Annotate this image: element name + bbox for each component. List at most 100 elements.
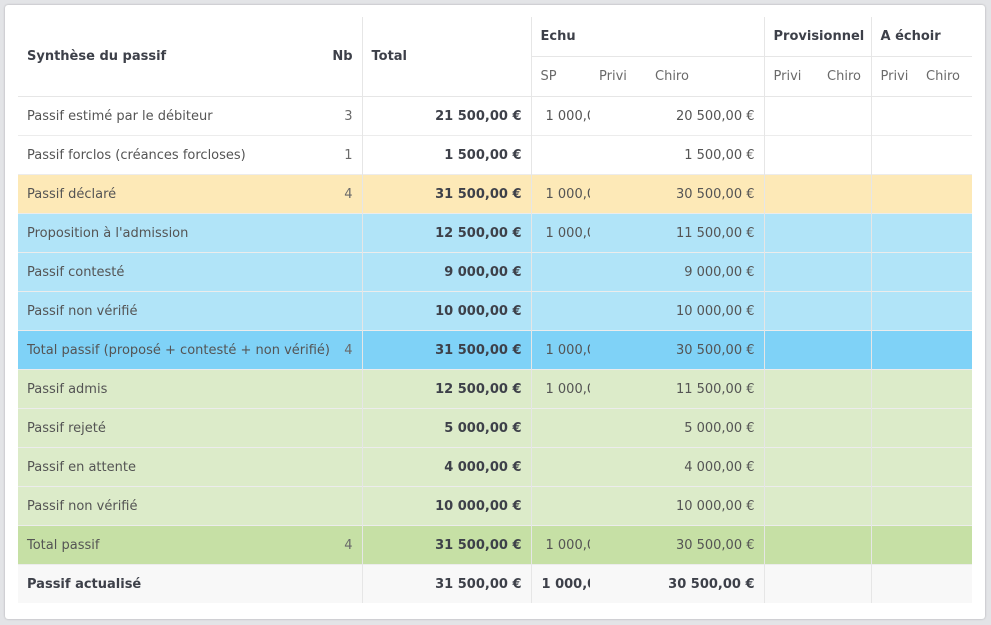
table-row: Passif estimé par le débiteur 3 21 500,00…	[18, 96, 972, 136]
row-label: Passif contesté	[27, 264, 125, 280]
row-sp	[530, 291, 590, 331]
table-row-total-passif: Total passif 4 31 500,00 € 1 000,00 € 30 …	[18, 525, 973, 565]
header-total: Total	[361, 17, 531, 97]
row-label: Total passif (proposé + contesté + non v…	[27, 342, 330, 358]
row-prov-chiro	[818, 330, 872, 370]
header-synthese: Synthèse du passif Nb	[18, 17, 362, 97]
table-row: Passif non vérifié 10 000,00 € 10 000,00…	[18, 291, 973, 331]
row-prov-privi	[763, 213, 819, 253]
row-privi	[590, 135, 646, 175]
row-privi	[590, 252, 646, 292]
row-label-cell: Passif non vérifié	[18, 291, 362, 331]
row-nb: 1	[344, 147, 353, 163]
row-prov-privi	[763, 564, 819, 603]
row-prov-privi	[763, 174, 819, 214]
row-chiro: 30 500,00 €	[646, 525, 765, 565]
header-nb: Nb	[332, 49, 353, 64]
row-chiro: 10 000,00 €	[646, 291, 765, 331]
row-echoir-privi	[870, 252, 918, 292]
row-label: Passif rejeté	[27, 420, 106, 436]
row-sp	[530, 408, 590, 448]
row-prov-chiro	[818, 291, 872, 331]
header-echoir-chiro: Chiro	[917, 56, 973, 97]
header-echu-chiro: Chiro	[646, 56, 765, 97]
row-label: Passif estimé par le débiteur	[27, 108, 213, 124]
row-prov-chiro	[818, 447, 872, 487]
row-label-cell: Passif admis	[18, 369, 362, 409]
row-chiro: 10 000,00 €	[646, 486, 765, 526]
row-chiro: 30 500,00 €	[646, 174, 765, 214]
row-sp: 1 000,00 €	[530, 525, 590, 565]
row-label: Passif admis	[27, 381, 108, 397]
row-sp	[530, 135, 590, 175]
header-prov-privi: Privi	[763, 56, 819, 97]
row-chiro: 30 500,00 €	[646, 564, 765, 603]
row-sp: 1 000,00 €	[530, 96, 590, 136]
passif-summary-table: Synthèse du passif Nb Total Echu Provisio…	[18, 17, 973, 603]
row-prov-privi	[763, 252, 819, 292]
table-row-total-proposed: Total passif (proposé + contesté + non v…	[18, 330, 973, 370]
row-nb: 4	[344, 186, 353, 202]
row-privi	[590, 408, 646, 448]
row-privi	[590, 525, 646, 565]
row-prov-chiro	[818, 174, 872, 214]
row-echoir-privi	[870, 330, 918, 370]
row-echoir-chiro	[917, 97, 972, 136]
row-total: 1 500,00 €	[361, 135, 531, 175]
row-sp: 1 000,00 €	[530, 213, 590, 253]
row-label-cell: Passif en attente	[18, 447, 362, 487]
row-total: 31 500,00 €	[361, 174, 531, 214]
row-privi	[590, 447, 646, 487]
row-echoir-chiro	[917, 291, 973, 331]
row-label: Passif actualisé	[27, 576, 142, 592]
row-echoir-chiro	[917, 174, 973, 214]
row-prov-chiro	[818, 486, 872, 526]
row-echoir-privi	[870, 408, 918, 448]
row-echoir-chiro	[917, 564, 973, 603]
row-echoir-chiro	[917, 486, 973, 526]
row-total: 10 000,00 €	[361, 486, 531, 526]
row-echoir-privi	[870, 369, 918, 409]
row-chiro: 11 500,00 €	[646, 369, 765, 409]
table-row-declared: Passif déclaré 4 31 500,00 € 1 000,00 € 3…	[18, 174, 973, 214]
row-prov-privi	[763, 408, 819, 448]
row-echoir-privi	[870, 564, 918, 603]
row-sp: 1 000,00 €	[530, 369, 590, 409]
header-provisionnel: Provisionnel	[763, 17, 872, 57]
row-privi	[590, 174, 646, 214]
row-nb: 4	[344, 342, 353, 358]
row-label: Total passif	[27, 537, 100, 553]
row-echoir-chiro	[917, 369, 973, 409]
table-row: Proposition à l'admission 12 500,00 € 1 …	[18, 213, 973, 253]
row-prov-privi	[763, 447, 819, 487]
row-privi	[590, 291, 646, 331]
row-label-cell: Total passif 4	[18, 525, 362, 565]
row-total: 12 500,00 €	[361, 213, 531, 253]
row-label-cell: Passif forclos (créances forcloses) 1	[18, 135, 362, 175]
header-prov-chiro: Chiro	[818, 56, 872, 97]
header-echu-privi: Privi	[590, 56, 646, 97]
row-total: 9 000,00 €	[361, 252, 531, 292]
table-row: Passif admis 12 500,00 € 1 000,00 € 11 5…	[18, 369, 973, 409]
row-privi	[590, 486, 646, 526]
row-prov-privi	[763, 486, 819, 526]
row-prov-chiro	[818, 525, 872, 565]
row-echoir-privi	[870, 486, 918, 526]
row-label-cell: Passif estimé par le débiteur 3	[18, 97, 362, 136]
row-prov-privi	[763, 525, 819, 565]
row-total: 21 500,00 €	[361, 96, 531, 136]
row-label: Passif en attente	[27, 459, 136, 475]
table-row: Passif forclos (créances forcloses) 1 1 5…	[18, 135, 973, 175]
row-prov-privi	[763, 291, 819, 331]
row-total: 31 500,00 €	[361, 525, 531, 565]
row-prov-privi	[763, 369, 819, 409]
row-label: Passif forclos (créances forcloses)	[27, 147, 246, 163]
row-privi	[590, 97, 646, 136]
row-chiro: 9 000,00 €	[646, 252, 765, 292]
table-row: Passif non vérifié 10 000,00 € 10 000,00…	[18, 486, 973, 526]
row-sp: 1 000,00 €	[530, 330, 590, 370]
row-echoir-chiro	[917, 447, 973, 487]
row-sp: 1 000,00 €	[530, 174, 590, 214]
row-sp	[530, 447, 590, 487]
row-prov-privi	[763, 96, 819, 136]
